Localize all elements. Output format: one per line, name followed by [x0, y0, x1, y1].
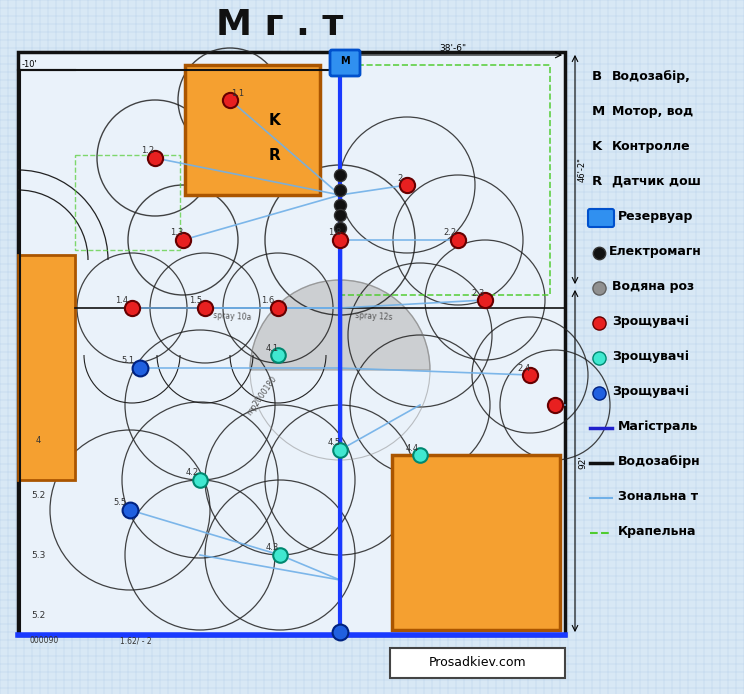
Point [126, 303, 138, 314]
FancyBboxPatch shape [330, 50, 360, 76]
Point [452, 235, 464, 246]
Text: М г . т: М г . т [217, 8, 344, 42]
Text: 2: 2 [397, 174, 403, 183]
Point [414, 450, 426, 461]
Point [334, 235, 346, 246]
Point [401, 180, 413, 191]
Point [593, 282, 605, 294]
Point [334, 169, 346, 180]
Text: mp2000180: mp2000180 [245, 374, 279, 417]
Bar [392, 455, 560, 630]
Text: Зональна т: Зональна т [618, 490, 698, 503]
Point [272, 350, 284, 361]
Point [334, 210, 346, 221]
Point [199, 303, 211, 314]
Text: R: R [592, 175, 602, 188]
Point [549, 400, 561, 411]
Text: 4.3: 4.3 [266, 543, 278, 552]
Text: Контролле: Контролле [612, 140, 690, 153]
Text: R: R [269, 148, 281, 162]
Text: B: B [592, 70, 602, 83]
Text: 1.8: 1.8 [328, 228, 341, 237]
Bar [18, 52, 565, 635]
Text: Магістраль: Магістраль [618, 420, 699, 433]
Point [593, 317, 605, 328]
Text: 5.5: 5.5 [113, 498, 126, 507]
Point [524, 369, 536, 380]
Text: 92': 92' [578, 455, 587, 469]
Text: 2.4: 2.4 [517, 364, 530, 373]
Text: 5.1: 5.1 [121, 355, 135, 364]
Text: 1.1: 1.1 [231, 89, 245, 97]
Text: Датчик дош: Датчик дош [612, 175, 701, 188]
Text: 4.5: 4.5 [327, 437, 341, 446]
Text: 4: 4 [36, 436, 41, 444]
Text: Водозабір,: Водозабір, [612, 70, 691, 83]
Text: 1.62/ - 2: 1.62/ - 2 [120, 636, 152, 645]
Point [334, 235, 346, 246]
Text: Резервуар: Резервуар [618, 210, 693, 223]
Text: 1.2: 1.2 [141, 146, 155, 155]
Text: Зрощувачі: Зрощувачі [612, 315, 689, 328]
Wedge shape [250, 280, 430, 370]
FancyBboxPatch shape [588, 209, 614, 227]
Text: K: K [269, 112, 281, 128]
Point [149, 153, 161, 164]
Text: K: K [592, 140, 602, 153]
Text: Водяна роз: Водяна роз [612, 280, 694, 293]
Text: Мотор, вод: Мотор, вод [612, 105, 693, 118]
Text: Зрощувачі: Зрощувачі [612, 350, 689, 363]
Text: spray 10a: spray 10a [213, 311, 251, 322]
Text: spray 12s: spray 12s [355, 311, 393, 322]
Text: M: M [592, 105, 606, 118]
Point [134, 362, 146, 373]
Bar [340, 65, 550, 295]
Text: 2.3: 2.3 [472, 289, 484, 298]
Point [334, 444, 346, 455]
Point [479, 294, 491, 305]
Text: 2.2: 2.2 [443, 228, 457, 237]
Text: 1.6: 1.6 [261, 296, 275, 305]
Text: 5.2: 5.2 [31, 611, 45, 620]
Point [593, 387, 605, 398]
Text: 1.3: 1.3 [170, 228, 184, 237]
Text: 000090: 000090 [30, 636, 60, 645]
Point [334, 223, 346, 234]
Point [124, 505, 136, 516]
Text: Водозабірн: Водозабірн [618, 455, 701, 468]
Text: 46'-2": 46'-2" [578, 158, 587, 183]
Point [224, 94, 236, 105]
Text: 1.4: 1.4 [115, 296, 129, 305]
Text: Зрощувачі: Зрощувачі [612, 385, 689, 398]
Point [334, 199, 346, 210]
Text: Електромагн: Електромагн [609, 245, 702, 258]
Point [593, 248, 605, 259]
Text: Крапельна: Крапельна [618, 525, 696, 538]
Bar [185, 65, 320, 195]
Text: 5.2: 5.2 [31, 491, 45, 500]
Bar [390, 648, 565, 678]
Point [194, 475, 206, 486]
Text: 1.5: 1.5 [190, 296, 202, 305]
Text: 4.4: 4.4 [405, 443, 419, 452]
Point [334, 627, 346, 638]
Bar [18, 255, 75, 480]
Bar [75, 155, 180, 250]
Text: 4.1: 4.1 [266, 344, 278, 353]
Point [274, 550, 286, 561]
Text: M: M [340, 56, 350, 66]
Point [177, 235, 189, 246]
Point [272, 303, 284, 314]
Text: 4.2: 4.2 [185, 468, 199, 477]
Text: -10': -10' [22, 60, 38, 69]
Text: Prosadkiev.com: Prosadkiev.com [429, 657, 527, 670]
Text: 38'-6": 38'-6" [439, 44, 466, 53]
Point [334, 185, 346, 196]
Point [593, 353, 605, 364]
Text: 5.3: 5.3 [31, 550, 45, 559]
